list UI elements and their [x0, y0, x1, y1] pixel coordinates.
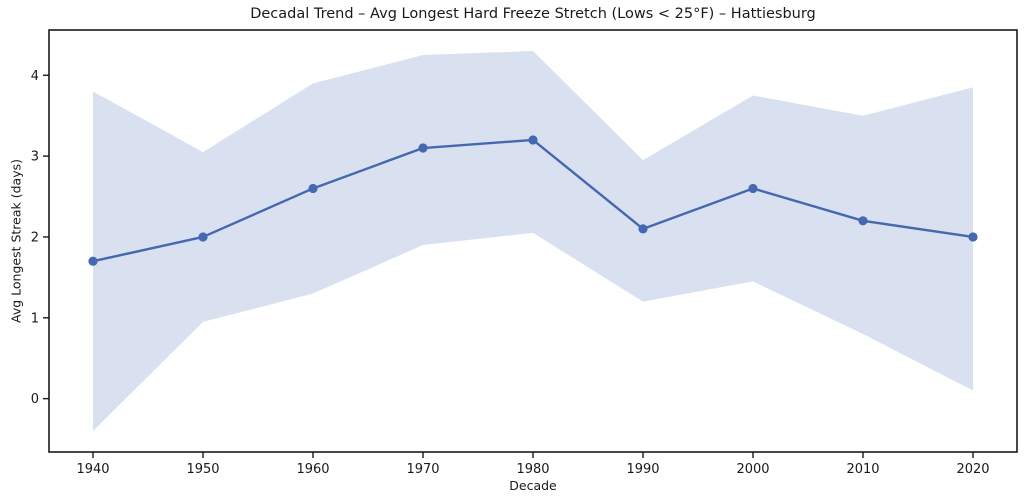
data-point-marker: [858, 216, 868, 226]
x-tick-label: 1990: [626, 462, 659, 477]
data-point-marker: [308, 183, 318, 194]
y-tick-label: 2: [31, 230, 39, 245]
x-tick-label: 1980: [516, 462, 549, 477]
x-tick-label: 1950: [186, 462, 219, 477]
x-tick-label: 1970: [406, 462, 439, 477]
data-point-marker: [198, 232, 208, 242]
y-tick-label: 4: [31, 69, 39, 84]
data-point-marker: [638, 224, 648, 234]
data-point-marker: [418, 143, 428, 153]
data-point-marker: [88, 256, 98, 266]
x-tick-label: 2020: [956, 462, 989, 477]
confidence-band: [93, 51, 973, 431]
data-point-marker: [968, 232, 978, 242]
x-tick-label: 1960: [296, 462, 329, 477]
y-tick-label: 3: [31, 150, 39, 165]
x-tick-label: 2000: [736, 462, 769, 477]
data-point-marker: [528, 135, 538, 145]
x-tick-label: 2010: [846, 462, 879, 477]
x-axis-label: Decade: [509, 478, 557, 493]
chart-title: Decadal Trend – Avg Longest Hard Freeze …: [250, 6, 816, 22]
y-tick-label: 1: [31, 311, 39, 326]
data-point-marker: [748, 183, 758, 194]
x-tick-label: 1940: [76, 462, 109, 477]
y-tick-label: 0: [31, 392, 39, 407]
